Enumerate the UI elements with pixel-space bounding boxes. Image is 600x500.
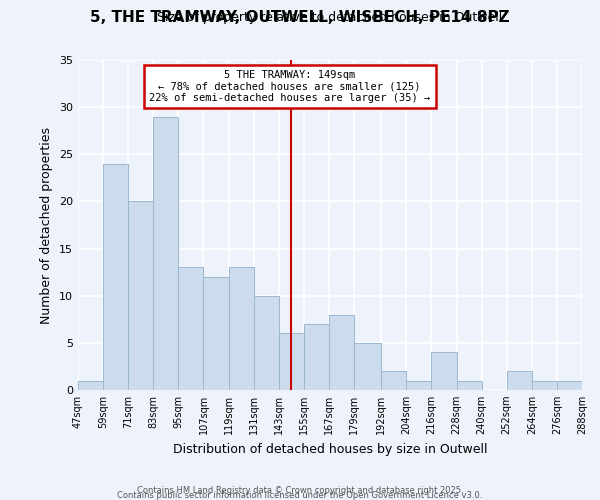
Text: 5 THE TRAMWAY: 149sqm
← 78% of detached houses are smaller (125)
22% of semi-det: 5 THE TRAMWAY: 149sqm ← 78% of detached …: [149, 70, 430, 103]
Text: Contains public sector information licensed under the Open Government Licence v3: Contains public sector information licen…: [118, 491, 482, 500]
Bar: [78, 380, 103, 390]
Bar: [254, 296, 279, 390]
Bar: [279, 334, 304, 390]
Text: 5, THE TRAMWAY, OUTWELL, WISBECH, PE14 8PZ: 5, THE TRAMWAY, OUTWELL, WISBECH, PE14 8…: [90, 10, 510, 25]
Bar: [457, 380, 482, 390]
Bar: [178, 268, 203, 390]
Bar: [329, 314, 354, 390]
Bar: [153, 116, 178, 390]
Bar: [431, 352, 457, 390]
Bar: [532, 380, 557, 390]
Bar: [406, 380, 431, 390]
Bar: [304, 324, 329, 390]
Y-axis label: Number of detached properties: Number of detached properties: [40, 126, 53, 324]
Bar: [229, 268, 254, 390]
Text: Contains HM Land Registry data © Crown copyright and database right 2025.: Contains HM Land Registry data © Crown c…: [137, 486, 463, 495]
Bar: [557, 380, 582, 390]
Bar: [381, 371, 406, 390]
Title: Size of property relative to detached houses in Outwell: Size of property relative to detached ho…: [157, 11, 503, 24]
Bar: [507, 371, 532, 390]
X-axis label: Distribution of detached houses by size in Outwell: Distribution of detached houses by size …: [173, 442, 487, 456]
Bar: [103, 164, 128, 390]
Bar: [354, 343, 381, 390]
Bar: [128, 202, 153, 390]
Bar: [203, 277, 229, 390]
